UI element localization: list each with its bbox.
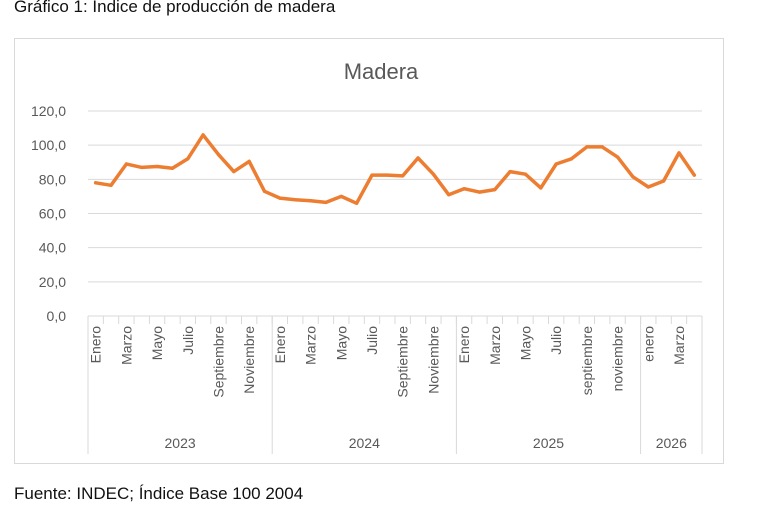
y-tick-label: 20,0 [39, 274, 66, 290]
data-point [662, 179, 666, 183]
madera-line-chart: Madera 0,0 20,0 40,0 60,0 80,0 100,0 120,0 Enero… [31, 59, 703, 454]
year-group-label: 2026 [656, 435, 687, 451]
data-point [140, 165, 144, 169]
data-point [554, 162, 558, 166]
data-point [201, 133, 205, 137]
data-point [493, 187, 497, 192]
y-tick-label: 40,0 [39, 240, 66, 256]
data-point [569, 157, 574, 161]
data-point [94, 181, 98, 185]
year-group-label: 2025 [533, 435, 564, 451]
y-tick-label: 0,0 [47, 308, 67, 324]
data-point [339, 194, 343, 199]
x-tick-label: Marzo [671, 326, 687, 365]
y-tick-label: 60,0 [39, 206, 66, 222]
x-tick-label: septiembre [579, 326, 595, 395]
data-point [324, 200, 328, 204]
year-group-label: 2024 [349, 435, 380, 451]
data-point [539, 186, 543, 190]
data-point [262, 189, 267, 193]
data-point [615, 155, 620, 159]
x-tick-label: Marzo [118, 326, 134, 365]
data-point [109, 183, 113, 187]
x-tick-label: Julio [364, 326, 380, 355]
source-note: Fuente: INDEC; Índice Base 100 2004 [14, 484, 304, 503]
data-point [155, 164, 159, 169]
x-tick-label: Julio [180, 326, 196, 355]
data-point [216, 152, 221, 157]
x-tick-label: Marzo [303, 326, 319, 365]
y-tick-label: 80,0 [39, 171, 66, 187]
data-point [401, 174, 405, 178]
data-point [124, 162, 128, 166]
data-point [585, 145, 589, 149]
data-point [385, 173, 389, 177]
data-point [431, 172, 435, 176]
data-point [308, 199, 313, 203]
data-point [170, 166, 175, 170]
x-tick-label: Mayo [333, 326, 349, 360]
data-point [247, 159, 251, 163]
y-tick-label: 120,0 [31, 103, 66, 119]
chart-frame [14, 38, 724, 464]
data-point [293, 198, 297, 202]
figure-title: Gráfico 1: Índice de producción de mader… [14, 0, 336, 16]
data-point [508, 170, 512, 174]
x-tick-label: Septiembre [210, 326, 226, 398]
data-point [186, 157, 190, 161]
data-point [278, 196, 282, 200]
x-tick-label: Enero [272, 326, 288, 364]
data-point [677, 151, 681, 155]
x-tick-label: enero [640, 326, 656, 362]
x-tick-label: Marzo [487, 326, 503, 365]
data-point [462, 187, 466, 191]
data-point [692, 173, 696, 177]
x-tick-label: Mayo [149, 326, 165, 360]
x-tick-label: Julio [548, 326, 564, 355]
data-point [447, 193, 451, 197]
x-tick-label: Mayo [517, 326, 533, 360]
data-point [232, 170, 236, 174]
x-tick-label: Noviembre [425, 326, 441, 394]
data-point [416, 156, 420, 160]
data-point [631, 175, 635, 179]
x-tick-label: noviembre [610, 326, 626, 392]
data-point [600, 145, 604, 149]
y-tick-label: 100,0 [31, 137, 66, 153]
data-point [523, 172, 528, 176]
x-tick-label: Enero [88, 326, 104, 364]
year-group-label: 2023 [165, 435, 196, 451]
data-point [477, 190, 482, 194]
x-tick-label: Septiembre [395, 326, 411, 398]
data-point [370, 173, 374, 177]
series-line-madera [93, 133, 697, 206]
x-tick-label: Enero [456, 326, 472, 364]
x-tick-label: Noviembre [241, 326, 257, 394]
chart-title: Madera [344, 59, 419, 84]
data-point [355, 201, 359, 205]
data-point [646, 185, 650, 189]
